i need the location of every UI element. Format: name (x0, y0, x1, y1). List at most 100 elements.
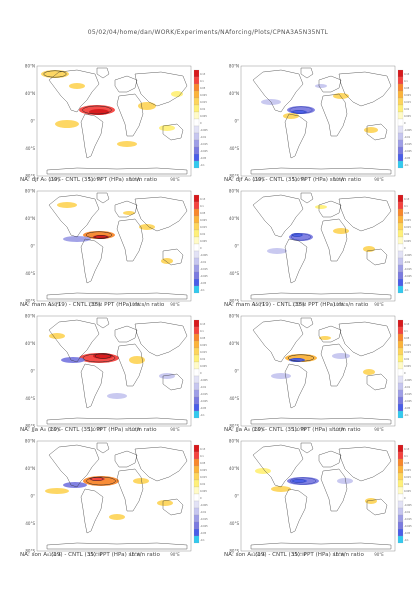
colorbar-label: -0.01 (200, 386, 207, 389)
colorbar-swatch (193, 264, 200, 273)
colorbar-swatch (193, 403, 200, 412)
colorbar-label: 0.1 (404, 205, 408, 208)
coastline (300, 192, 314, 204)
colorbar-label: -0.1 (404, 539, 409, 542)
contour-line (292, 110, 306, 114)
coastline (114, 200, 138, 218)
anomaly-field (45, 488, 69, 494)
colorbar-swatch (397, 382, 404, 391)
anomaly-field (123, 211, 135, 215)
colorbar-label: 0.1 (200, 455, 204, 458)
lat-tick-label: 40°S (25, 146, 35, 151)
panel-caption: NA: mam A₀ (19) - CNTL (35): PPT (HPa) s… (20, 302, 165, 308)
colorbar-label: -0.015 (200, 143, 208, 146)
colorbar-label: 0 (200, 247, 202, 250)
colorbar-label: 0.05 (200, 337, 206, 340)
colorbar-label: 0.1 (404, 330, 408, 333)
lon-tick-label: 150°E (49, 177, 62, 182)
colorbar-label: 0.01 (404, 483, 410, 486)
anomaly-field (333, 228, 349, 234)
colorbar-swatch (397, 326, 404, 335)
colorbar-swatch (193, 243, 200, 252)
anomaly-field (89, 477, 105, 481)
colorbar-swatch (397, 514, 404, 523)
anomaly-field (157, 500, 173, 506)
colorbar-label: 0.1 (404, 80, 408, 83)
colorbar-swatch (397, 521, 404, 530)
anomaly-field (41, 70, 69, 78)
contour-line (90, 477, 104, 481)
colorbar-swatch (193, 396, 200, 405)
colorbar-swatch (193, 285, 200, 294)
coastline (338, 321, 392, 357)
colorbar-label: -0.1 (200, 539, 205, 542)
colorbar-swatch (397, 354, 404, 363)
contour-line (292, 479, 306, 483)
contour-line (291, 233, 303, 237)
colorbar-label: -0.05 (404, 532, 411, 535)
colorbar-swatch (193, 76, 200, 85)
colorbar-swatch (193, 153, 200, 162)
lat-tick-label: 80°N (25, 189, 35, 194)
lat-tick-label: 80°S (229, 174, 239, 179)
coastline (366, 498, 388, 516)
colorbar-label: -0.05 (200, 532, 207, 535)
colorbar-label: 0.01 (200, 108, 206, 111)
colorbar-swatch (397, 229, 404, 238)
lat-tick-label: 80°S (25, 549, 35, 554)
map-svg: 80°N 40°N 0° 40°S 80°S 150°E 110°W 10°W 90°E 0.13… (229, 189, 412, 308)
map-panel-son-reduced: 80°N 40°N 0° 40°S 80°S 150°E 110°W 10°W 90°E 0.13… (204, 437, 412, 563)
colorbar-swatch (397, 243, 404, 252)
lat-tick-label: 0° (30, 494, 35, 499)
colorbar-swatch (193, 500, 200, 509)
colorbar-swatch (397, 361, 404, 370)
colorbar-swatch (193, 451, 200, 460)
coastline (96, 67, 110, 79)
colorbar-swatch (397, 97, 404, 106)
coastline (80, 113, 104, 159)
colorbar-label: -0.025 (200, 525, 208, 528)
coastline (46, 417, 188, 425)
colorbar-label: 0.01 (200, 483, 206, 486)
colorbar-label: -0.005 (200, 129, 208, 132)
colorbar-swatch (397, 69, 404, 78)
colorbar-swatch (193, 465, 200, 474)
colorbar-swatch (397, 278, 404, 287)
coastline (162, 248, 184, 266)
colorbar-label: -0.005 (404, 129, 412, 132)
map-svg: 80°N 40°N 0° 40°S 80°S 150°E 110°W 10°W 90°E 0.13… (229, 439, 412, 558)
coastline (134, 446, 188, 482)
coastline (116, 468, 144, 512)
colorbar-swatch (193, 444, 200, 453)
colorbar-swatch (397, 208, 404, 217)
lat-tick-label: 40°N (25, 466, 35, 471)
colorbar-swatch (193, 361, 200, 370)
lat-tick-label: 0° (234, 369, 239, 374)
lon-tick-label: 150°E (253, 552, 266, 557)
colorbar-swatch (397, 444, 404, 453)
lon-tick-label: 110°W (292, 552, 306, 557)
colorbar-swatch (193, 514, 200, 523)
anomaly-field (291, 479, 307, 483)
colorbar-swatch (193, 319, 200, 328)
colorbar-label: 0.025 (200, 219, 207, 222)
lon-tick-label: 90°E (374, 302, 384, 307)
colorbar-swatch (397, 215, 404, 224)
coastline (338, 71, 392, 107)
anomaly-field (63, 236, 91, 242)
contour-line (290, 358, 304, 362)
colorbar-label: 0.05 (200, 462, 206, 465)
coastline (318, 325, 342, 343)
colorbar-label: 0.015 (404, 351, 411, 354)
colorbar-label: 0.005 (200, 490, 207, 493)
lon-tick-label: 10°W (333, 302, 344, 307)
anomaly-field (171, 91, 183, 97)
colorbar-label: -0.05 (404, 157, 411, 160)
contour-line (43, 70, 67, 78)
colorbar-label: -0.05 (200, 157, 207, 160)
colorbar-label: -0.025 (404, 150, 412, 153)
coastline (46, 292, 188, 300)
lat-tick-label: 80°S (25, 174, 35, 179)
colorbar-swatch (193, 215, 200, 224)
coastline (48, 194, 100, 238)
